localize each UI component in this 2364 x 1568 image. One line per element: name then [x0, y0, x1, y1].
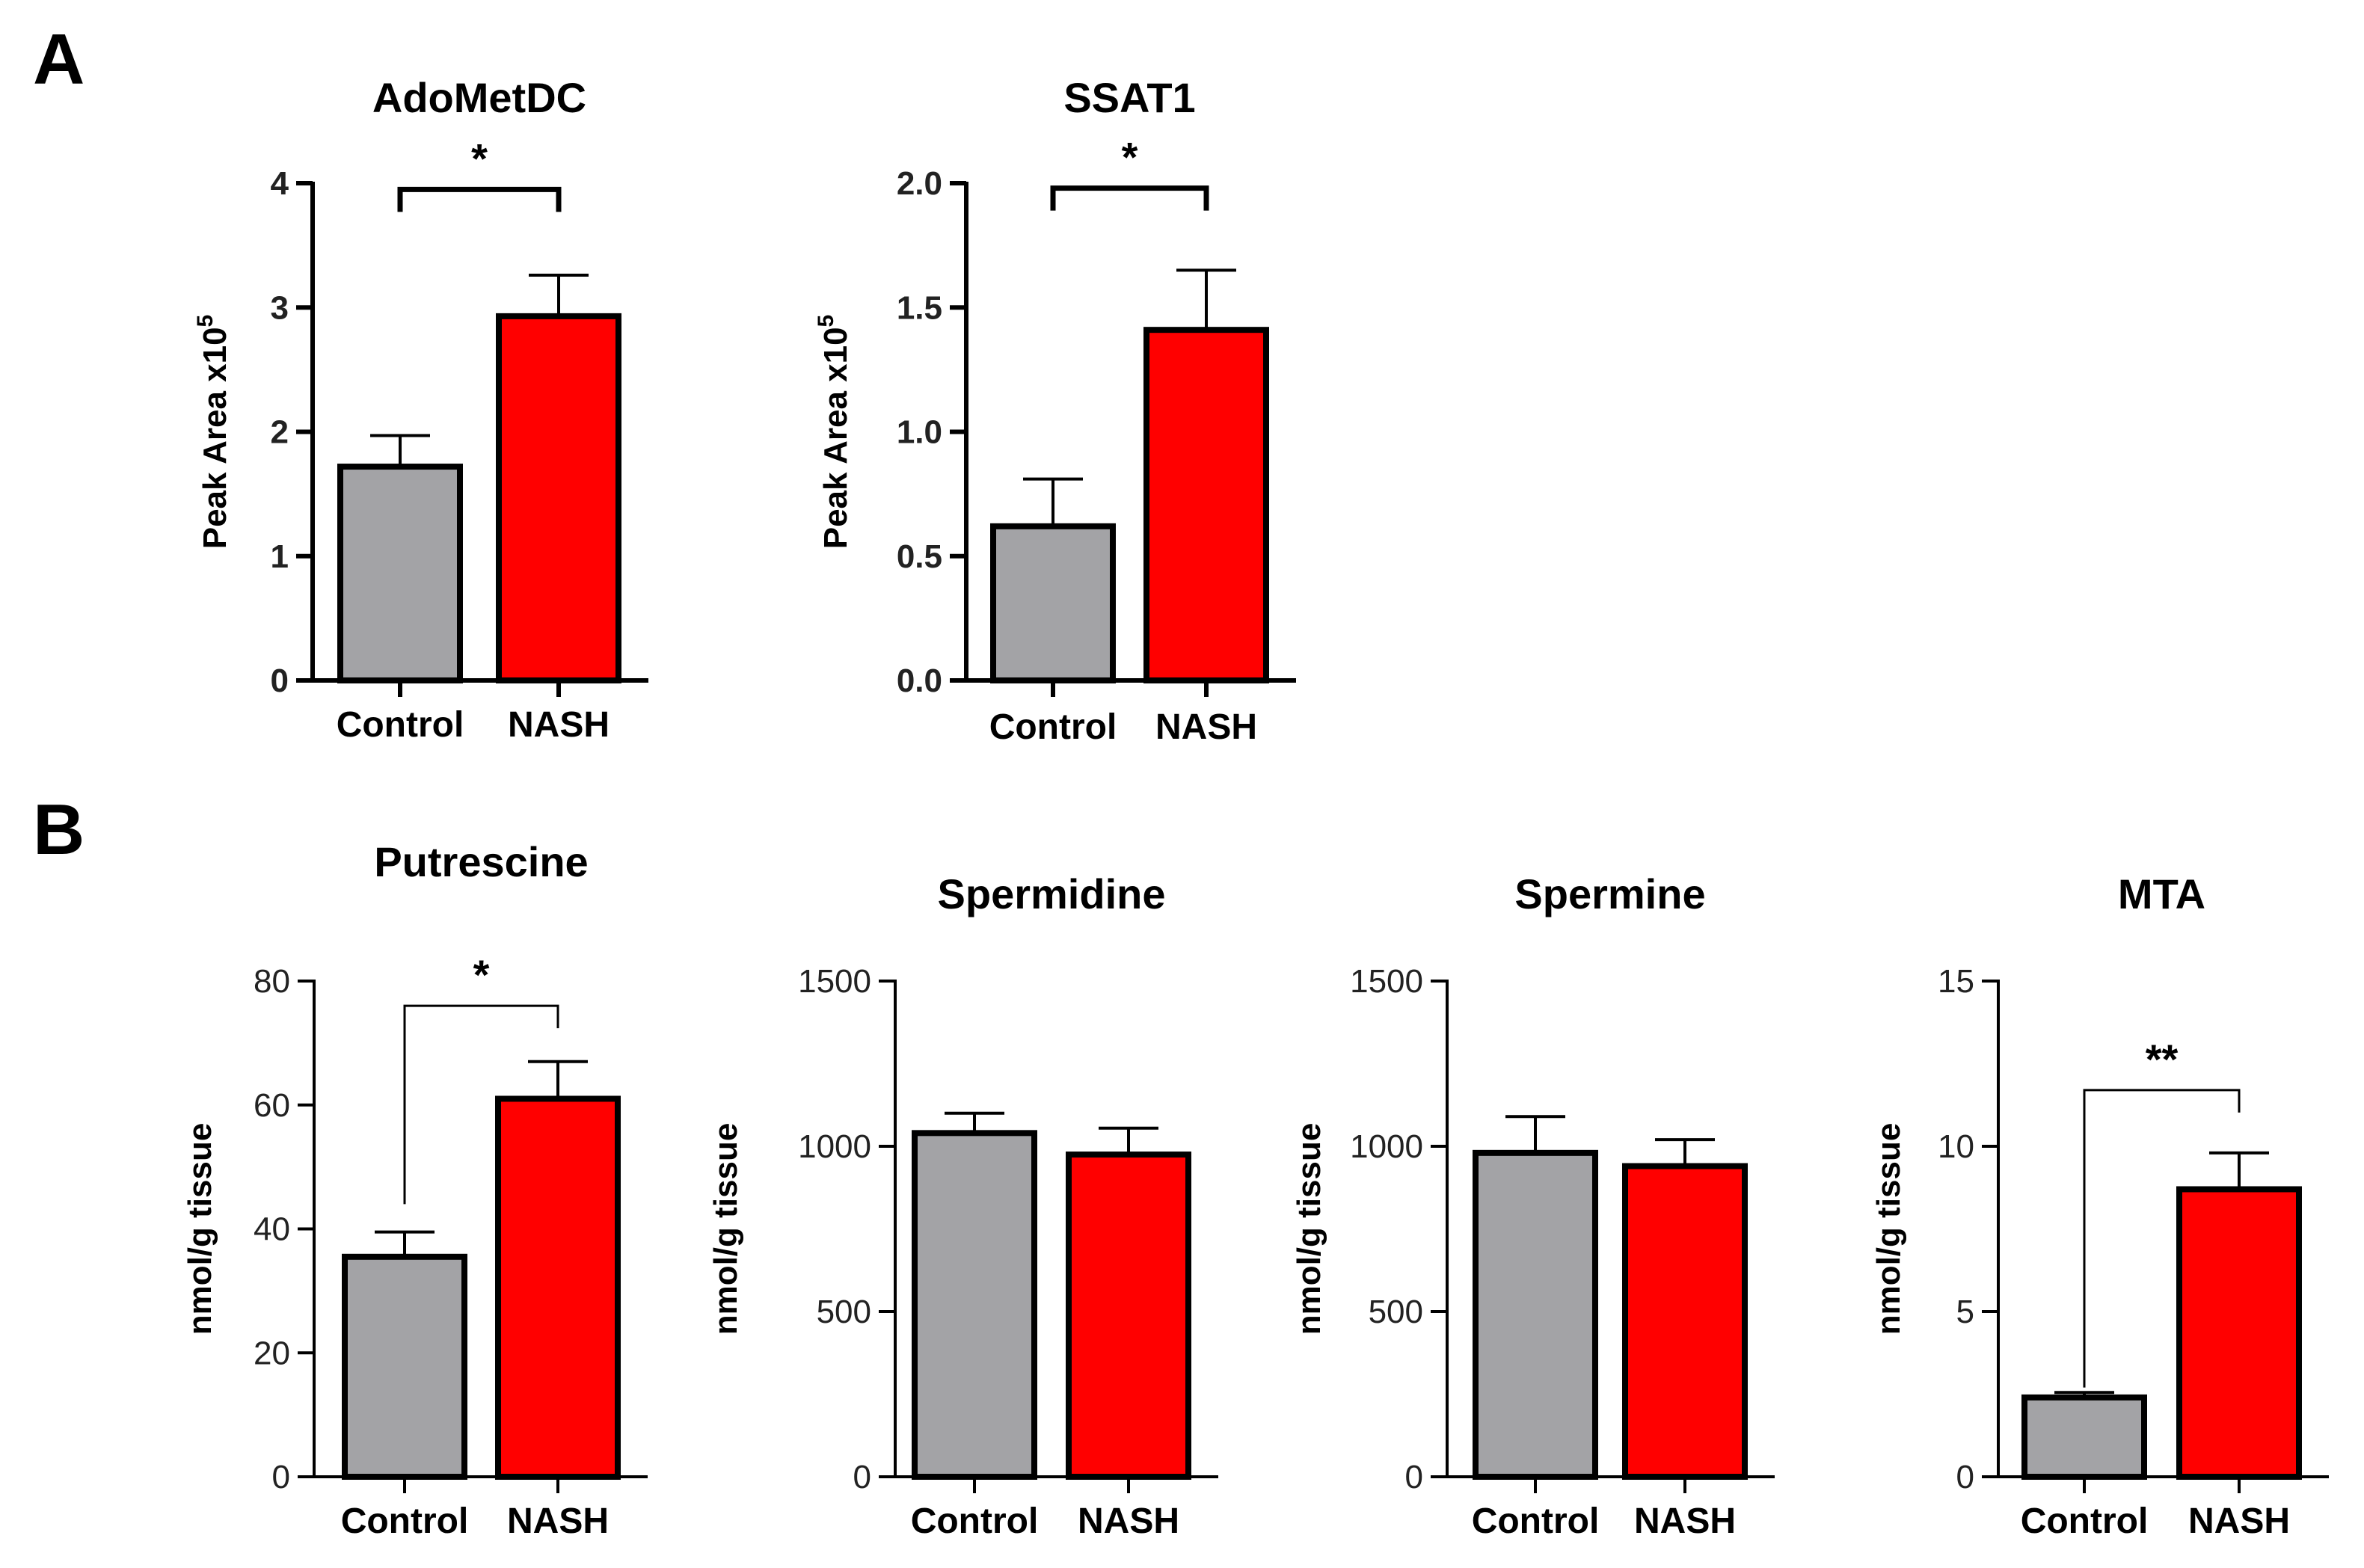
spermidine-y-axis-label-text: nmol/g tissue	[707, 1123, 744, 1335]
putrescine-y-tick-label: 20	[254, 1335, 290, 1371]
panel-letter-a: A	[33, 19, 85, 99]
adometdc-y-axis-label: Peak Area x105	[193, 315, 233, 550]
spermidine-category-label-nash: NASH	[1078, 1501, 1179, 1541]
ssat1-category-label-nash: NASH	[1155, 707, 1257, 747]
mta-y-tick-label: 10	[1938, 1128, 1974, 1165]
spermidine-y-tick-label: 0	[853, 1459, 871, 1495]
ssat1-significance-label: *	[1122, 134, 1138, 181]
spermidine-y-axis-label: nmol/g tissue	[707, 1123, 744, 1335]
adometdc-y-axis-label-text: Peak Area x10	[197, 327, 233, 549]
ssat1-y-tick-label: 2.0	[897, 165, 942, 202]
adometdc-title: AdoMetDC	[372, 74, 586, 121]
ssat1-bar-nash	[1143, 327, 1269, 683]
spermine-bar-control	[1473, 1149, 1598, 1480]
adometdc-category-label-nash: NASH	[508, 705, 610, 745]
adometdc-bar-nash	[496, 313, 621, 683]
mta-bar-nash	[2176, 1186, 2302, 1480]
adometdc-category-label-control: Control	[337, 705, 464, 745]
putrescine-y-axis-label-text: nmol/g tissue	[182, 1123, 218, 1335]
mta-y-tick-label: 15	[1938, 963, 1974, 1000]
spermine-category-label-nash: NASH	[1634, 1501, 1736, 1541]
spermidine-title: Spermidine	[938, 870, 1166, 917]
spermine-y-tick-label: 1000	[1350, 1128, 1423, 1165]
ssat1-y-tick-label: 0.0	[897, 662, 942, 699]
mta-significance-label: **	[2146, 1036, 2179, 1083]
putrescine-y-tick-label: 60	[254, 1087, 290, 1124]
adometdc-y-tick-label: 1	[271, 538, 289, 575]
mta-category-label-control: Control	[2021, 1501, 2149, 1541]
ssat1-category-label-control: Control	[989, 707, 1117, 747]
spermidine-bar-nash	[1066, 1152, 1191, 1481]
ssat1-y-tick-label: 0.5	[897, 538, 942, 575]
adometdc-significance-label: *	[471, 135, 488, 182]
spermine-y-axis-label: nmol/g tissue	[1291, 1123, 1327, 1335]
putrescine-significance-label: *	[473, 951, 490, 998]
spermidine-category-label-control: Control	[911, 1501, 1039, 1541]
putrescine-bar-nash	[495, 1095, 621, 1481]
mta-bar-control	[2021, 1394, 2147, 1481]
adometdc-y-tick-label: 3	[271, 289, 289, 326]
spermidine-bar-control	[912, 1130, 1037, 1480]
adometdc-y-axis-label-superscript: 5	[193, 315, 218, 328]
putrescine-significance-bracket	[403, 1004, 559, 1205]
ssat1-y-axis-label-text: Peak Area x10	[817, 327, 854, 549]
mta-category-label-nash: NASH	[2188, 1501, 2290, 1541]
spermine-bar-nash	[1622, 1163, 1748, 1481]
spermine-category-label-control: Control	[1472, 1501, 1600, 1541]
ssat1-y-tick-label: 1.0	[897, 414, 942, 451]
spermidine-y-tick-label: 1500	[798, 963, 871, 1000]
ssat1-bar-control	[990, 523, 1116, 683]
adometdc-y-tick-label: 0	[271, 662, 289, 699]
putrescine-bar-control	[342, 1253, 467, 1480]
mta-y-tick-label: 0	[1956, 1459, 1974, 1495]
spermidine-y-tick-label: 1000	[798, 1128, 871, 1165]
adometdc-bar-control	[337, 464, 463, 683]
adometdc-y-tick-label: 4	[271, 165, 289, 202]
spermidine-y-tick-label: 500	[817, 1294, 871, 1330]
putrescine-y-tick-label: 40	[254, 1211, 290, 1248]
mta-y-tick-label: 5	[1956, 1294, 1974, 1330]
mta-y-axis-label: nmol/g tissue	[1870, 1123, 1907, 1335]
spermine-y-axis-label-text: nmol/g tissue	[1291, 1123, 1327, 1335]
ssat1-y-axis-label-superscript: 5	[814, 315, 838, 328]
putrescine-y-tick-label: 0	[272, 1459, 290, 1495]
mta-y-axis-label-text: nmol/g tissue	[1870, 1123, 1907, 1335]
adometdc-significance-bracket	[397, 186, 562, 212]
panel-letter-b: B	[33, 790, 85, 870]
ssat1-title: SSAT1	[1063, 74, 1195, 121]
mta-significance-bracket	[2083, 1089, 2241, 1388]
spermine-y-tick-label: 0	[1405, 1459, 1423, 1495]
putrescine-y-axis-label: nmol/g tissue	[182, 1123, 218, 1335]
spermine-y-tick-label: 500	[1369, 1294, 1423, 1330]
putrescine-title: Putrescine	[374, 838, 588, 885]
ssat1-significance-bracket	[1050, 185, 1209, 211]
putrescine-y-tick-label: 80	[254, 963, 290, 1000]
putrescine-category-label-control: Control	[341, 1501, 469, 1541]
putrescine-category-label-nash: NASH	[507, 1501, 609, 1541]
mta-title: MTA	[2118, 870, 2205, 917]
ssat1-y-tick-label: 1.5	[897, 289, 942, 326]
spermine-y-tick-label: 1500	[1350, 963, 1423, 1000]
spermine-title: Spermine	[1514, 870, 1705, 917]
adometdc-y-tick-label: 2	[271, 414, 289, 451]
ssat1-y-axis-label: Peak Area x105	[814, 315, 854, 550]
